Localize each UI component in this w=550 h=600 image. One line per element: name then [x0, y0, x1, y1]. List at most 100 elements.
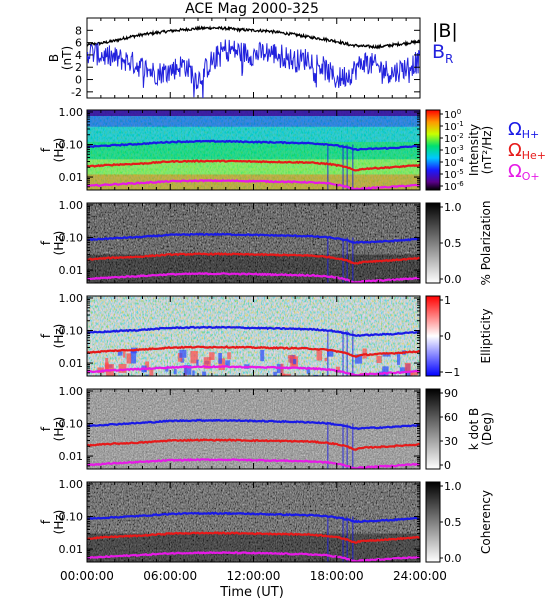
coherency-ytick-label: 0.01 [59, 543, 84, 556]
ellipticity-event-stripe [327, 330, 329, 376]
ellipticity-patch [396, 354, 401, 365]
intensity-spectrogram [87, 110, 420, 190]
intensity-colorbar-tick-base: 10 [444, 170, 457, 181]
ellipticity-patch [306, 366, 311, 374]
legend-omega-h: ΩH+ [508, 119, 539, 141]
x-tick-label: 06:00:00 [143, 569, 197, 583]
intensity-colorbar-tick-exp: -3 [457, 144, 464, 152]
polarization-omega-he-line [87, 252, 420, 265]
ellipticity-patch [404, 362, 411, 373]
series-br-line [87, 39, 420, 98]
ellipticity-colorbar-tick-label: −1 [444, 366, 460, 379]
x-tick-label: 18:00:00 [310, 569, 364, 583]
kdotb-ylabel-line1: f [39, 426, 53, 431]
legend-omega-he-sub: He+ [522, 149, 546, 162]
ion-legend: ΩH+ ΩHe+ ΩO+ [508, 119, 546, 183]
ellipticity-patch [280, 363, 284, 376]
ellipticity-ytick-label: 0.01 [59, 357, 84, 370]
ellipticity-omega-h-line [87, 325, 420, 338]
coherency-omega-he-line [87, 531, 420, 544]
ellipticity-patch [173, 368, 177, 375]
ellipticity-patch [399, 367, 408, 373]
intensity-ytick-label: 1.00 [59, 106, 84, 119]
coherency-colorbar-label: Coherency [479, 490, 493, 554]
ellipticity-ylabel-line2: (Hz) [52, 324, 66, 349]
polarization-event-stripe [352, 237, 354, 283]
ellipticity-panel: 1.00 0.10 0.01 f (Hz) 1 0 −1 Ellipticity [39, 292, 493, 379]
ellipticity-patch [408, 371, 413, 376]
legend-omega-h-base: Ω [508, 119, 522, 140]
intensity-colorbar-tick-label: 100 [444, 108, 461, 121]
series-btotal-line [87, 25, 420, 50]
ellipticity-patch [123, 349, 126, 358]
ellipticity-patch [97, 367, 105, 374]
ellipticity-patch [293, 358, 297, 365]
ellipticity-patch [209, 352, 215, 361]
kdotb-colorbar-label: k dot B [467, 408, 481, 450]
intensity-band [87, 159, 420, 175]
ellipticity-patch [130, 351, 137, 364]
kdotb-spectrogram [87, 389, 420, 469]
intensity-ylabel-line1: f [39, 147, 53, 152]
kdotb-colorbar-tick-label: 0 [444, 459, 451, 472]
legend-omega-o: ΩO+ [508, 161, 540, 183]
intensity-colorbar-tick-base: 10 [444, 134, 457, 145]
intensity-ytick-label: 0.01 [59, 171, 84, 184]
intensity-colorbar-tick-label: 10-2 [444, 132, 464, 145]
coherency-ylabel-line2: (Hz) [52, 510, 66, 535]
kdotb-ylabel-line2: (Hz) [52, 417, 66, 442]
intensity-colorbar-tick-label: 10-3 [444, 144, 464, 157]
coherency-event-stripe [327, 516, 329, 562]
coherency-colorbar-tick-label: 0.5 [444, 516, 462, 529]
kdotb-panel: 1.00 0.10 0.01 f (Hz) 90 60 30 0 k dot B (Deg) [39, 385, 494, 472]
ellipticity-patch [316, 350, 323, 361]
coherency-ylabel-line1: f [39, 519, 53, 524]
ellipticity-patch [202, 371, 207, 376]
intensity-panel: 1.000.100.01f (Hz)10010-110-210-310-410-5… [39, 106, 494, 193]
polarization-ytick-label: 0.10 [59, 232, 84, 245]
intensity-colorbar-tick-base: 10 [444, 182, 457, 193]
legend-omega-o-sub: O+ [522, 170, 540, 183]
legend-br: BR [432, 41, 453, 66]
x-tick-label: 00:00:00 [60, 569, 114, 583]
ellipticity-colorbar-label: Ellipticity [479, 309, 493, 364]
intensity-colorbar-label: Intensity [467, 124, 481, 176]
kdotb-ytick-label: 0.01 [59, 450, 84, 463]
ellipticity-patch [165, 368, 169, 372]
intensity-event-stripe [327, 144, 329, 190]
ellipticity-patch [218, 353, 223, 364]
intensity-omega-h-line [87, 139, 420, 152]
legend-omega-he: ΩHe+ [508, 140, 546, 162]
magnetic-field-ylabel-line1: B [47, 54, 61, 62]
intensity-colorbar-tick-exp: -4 [457, 156, 465, 164]
polarization-panel: 1.00 0.10 0.01 f (Hz) 1.0 0.5 0.0 % Polarization [39, 199, 493, 286]
magnetic-field-ytick-label: 4 [75, 49, 82, 62]
ellipticity-patch [145, 361, 150, 371]
polarization-spectrogram [87, 203, 420, 283]
magnetic-field-ytick-label: 0 [75, 74, 82, 87]
intensity-ylabel-line2: (Hz) [52, 138, 66, 163]
polarization-ytick-label: 0.01 [59, 264, 84, 277]
coherency-spectrogram-texture [87, 482, 420, 562]
ellipticity-patch [190, 350, 198, 364]
polarization-colorbar [425, 202, 441, 284]
ellipticity-patch [196, 359, 199, 367]
kdotb-colorbar-label: (Deg) [480, 412, 494, 446]
polarization-colorbar-tick-label: 1.0 [444, 201, 462, 214]
ellipticity-patch [260, 349, 265, 362]
legend-omega-h-sub: H+ [522, 128, 540, 141]
kdotb-colorbar-tick-label: 90 [444, 387, 458, 400]
intensity-colorbar-tick-base: 10 [444, 146, 457, 157]
ellipticity-ytick-label: 0.10 [59, 325, 84, 338]
kdotb-spectrogram-texture [87, 389, 420, 469]
intensity-colorbar-tick-exp: -1 [457, 120, 464, 128]
ellipticity-patch [355, 354, 363, 364]
polarization-event-stripe [327, 237, 329, 283]
intensity-colorbar-tick-exp: -2 [457, 132, 464, 140]
legend-br-base: B [432, 41, 445, 63]
intensity-band [87, 126, 420, 142]
ellipticity-ylabel-line1: f [39, 333, 53, 338]
intensity-colorbar-tick-exp: -5 [457, 168, 464, 176]
magnetic-field-ytick-label: 8 [75, 24, 82, 37]
